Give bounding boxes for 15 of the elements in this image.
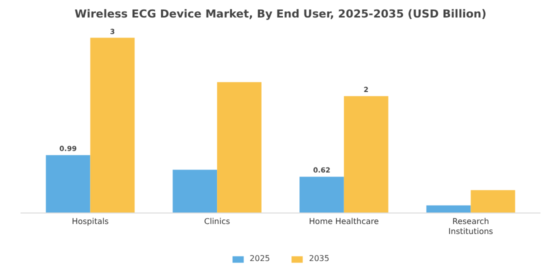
legend-label: 2035 [309,254,330,263]
bar [344,96,388,213]
legend-label: 2025 [250,254,270,263]
bar [426,205,471,213]
bar [300,176,344,213]
x-tick-label: Hospitals [72,216,109,226]
x-tick-label: Clinics [204,216,230,226]
bar [217,82,262,213]
bar [90,38,135,213]
bar [46,155,90,213]
chart-title: Wireless ECG Device Market, By End User, 2025-2035 (USD Billion) [74,8,486,20]
x-tick-label: Research Institutions [448,216,494,236]
bar [470,190,516,213]
x-tick-label: Home Healthcare [309,216,379,226]
bar [172,170,218,213]
